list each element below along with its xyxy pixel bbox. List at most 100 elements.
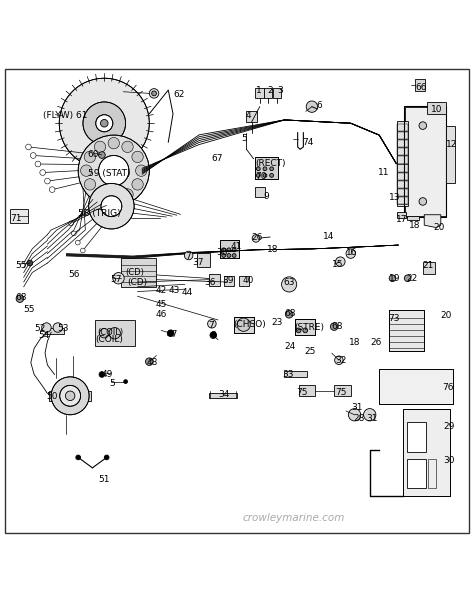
Bar (379, 369, 453, 405)
Text: 18: 18 (409, 221, 420, 229)
Bar (404, 106, 446, 217)
Text: (CD): (CD) (126, 268, 145, 277)
Text: 49: 49 (102, 370, 113, 379)
Text: 42: 42 (155, 285, 167, 294)
Text: 40: 40 (243, 276, 254, 285)
Text: 1: 1 (256, 86, 262, 95)
Circle shape (335, 356, 343, 365)
Text: 7: 7 (209, 321, 214, 330)
Text: 19: 19 (389, 274, 400, 283)
Circle shape (100, 329, 109, 338)
Circle shape (222, 253, 226, 258)
Circle shape (136, 165, 147, 176)
Circle shape (285, 311, 293, 318)
Bar (389, 311, 424, 351)
Text: 67: 67 (211, 154, 222, 163)
Circle shape (83, 102, 126, 144)
Circle shape (49, 187, 55, 193)
Circle shape (40, 170, 46, 175)
Bar (299, 385, 315, 396)
Circle shape (27, 260, 33, 266)
Circle shape (270, 173, 273, 177)
Text: 14: 14 (323, 232, 335, 241)
Bar (86, 391, 91, 400)
Circle shape (84, 179, 96, 190)
Text: 74: 74 (302, 138, 314, 147)
Bar (428, 459, 436, 488)
Circle shape (122, 189, 133, 200)
Circle shape (232, 248, 236, 252)
Circle shape (81, 248, 85, 253)
Text: 26: 26 (251, 232, 263, 241)
Circle shape (346, 249, 356, 258)
Circle shape (184, 251, 193, 259)
Circle shape (84, 151, 96, 163)
Circle shape (303, 328, 308, 333)
Circle shape (76, 455, 81, 460)
Circle shape (53, 323, 63, 332)
Bar (239, 276, 249, 286)
Circle shape (60, 385, 81, 406)
Circle shape (26, 144, 31, 150)
Circle shape (256, 173, 260, 177)
Bar (389, 311, 424, 351)
Circle shape (306, 101, 318, 113)
Circle shape (330, 323, 338, 330)
Bar (379, 369, 453, 405)
Bar (397, 157, 408, 164)
Circle shape (252, 235, 260, 242)
Text: 54: 54 (38, 330, 49, 340)
Circle shape (122, 141, 133, 152)
Circle shape (364, 409, 376, 421)
Text: 57: 57 (110, 275, 121, 284)
Circle shape (109, 327, 120, 339)
Bar (255, 157, 278, 179)
Text: 36: 36 (205, 279, 216, 288)
Bar (295, 318, 315, 335)
Text: 66: 66 (416, 83, 427, 92)
Circle shape (101, 196, 122, 217)
Bar (405, 107, 446, 216)
Text: crowleymarine.com: crowleymarine.com (243, 513, 345, 523)
Circle shape (94, 189, 106, 200)
Bar (95, 320, 135, 346)
Bar (397, 188, 408, 196)
Circle shape (124, 380, 128, 383)
Bar (49, 391, 55, 400)
Text: 63: 63 (283, 279, 295, 288)
Text: (STRE): (STRE) (294, 323, 324, 332)
Bar (403, 409, 450, 496)
Text: 48: 48 (147, 358, 158, 367)
Text: 52: 52 (34, 323, 46, 332)
Circle shape (149, 88, 159, 98)
Text: 37: 37 (192, 258, 204, 267)
Circle shape (51, 377, 89, 415)
Bar (255, 187, 265, 197)
Text: 25: 25 (305, 347, 316, 356)
Circle shape (100, 119, 108, 127)
Bar (220, 240, 239, 258)
Text: (RECT): (RECT) (255, 159, 285, 168)
Bar (397, 148, 408, 155)
Text: 18: 18 (267, 245, 279, 254)
Bar (415, 79, 425, 91)
Text: 3: 3 (278, 86, 283, 95)
Circle shape (113, 273, 124, 284)
Circle shape (45, 178, 50, 184)
Circle shape (108, 137, 119, 149)
Circle shape (99, 371, 105, 377)
Bar (407, 423, 426, 452)
Bar (209, 274, 220, 286)
Circle shape (404, 275, 411, 282)
Text: 21: 21 (423, 261, 434, 270)
Bar (334, 385, 351, 396)
Circle shape (263, 167, 267, 170)
Bar (273, 88, 281, 98)
Text: 70: 70 (255, 172, 266, 181)
Circle shape (419, 197, 427, 205)
Circle shape (75, 240, 80, 245)
Text: 41: 41 (231, 243, 242, 252)
Text: 6: 6 (317, 101, 322, 110)
Bar (397, 132, 408, 140)
Bar (446, 126, 455, 182)
